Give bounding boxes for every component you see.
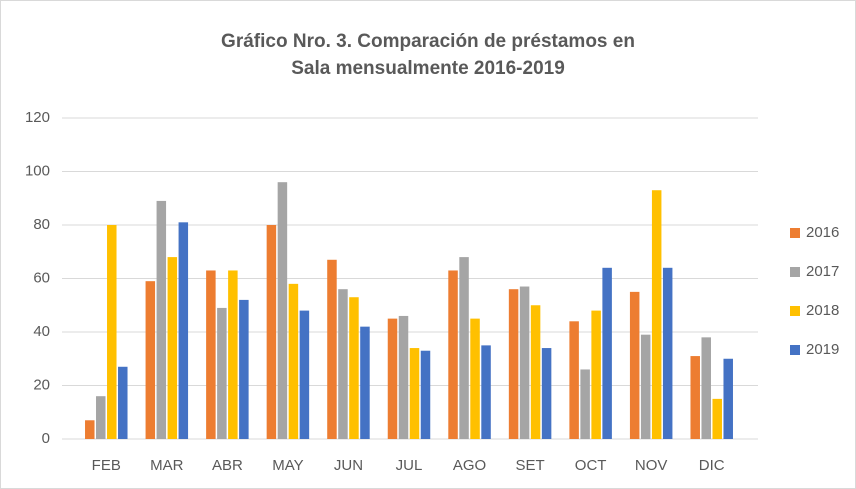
y-tick-label: 80 bbox=[33, 216, 50, 233]
bar bbox=[602, 267, 612, 439]
bar bbox=[580, 369, 590, 439]
bar bbox=[519, 286, 530, 439]
y-tick-label: 20 bbox=[33, 376, 50, 393]
legend-swatch bbox=[790, 228, 800, 238]
bar bbox=[387, 318, 398, 439]
x-tick-label: MAY bbox=[272, 457, 303, 474]
x-tick-label: AGO bbox=[453, 457, 486, 474]
x-tick-label: FEB bbox=[92, 457, 121, 474]
legend-label: 2017 bbox=[806, 263, 839, 280]
y-tick-label: 120 bbox=[25, 109, 50, 126]
x-tick-label: OCT bbox=[575, 457, 607, 474]
bar bbox=[288, 283, 299, 439]
bar bbox=[420, 350, 431, 439]
bar bbox=[96, 396, 106, 439]
bar bbox=[508, 289, 519, 439]
bar bbox=[530, 305, 541, 439]
y-tick-label: 60 bbox=[33, 269, 50, 286]
bar bbox=[662, 267, 673, 439]
chart-title: Gráfico Nro. 3. Comparación de préstamos… bbox=[221, 31, 635, 79]
bar bbox=[327, 259, 337, 439]
bar bbox=[470, 318, 480, 439]
x-tick-label: JUN bbox=[334, 457, 363, 474]
bar bbox=[178, 222, 189, 439]
x-tick-label: NOV bbox=[635, 457, 668, 474]
bar bbox=[239, 299, 249, 439]
chart-title-box: Gráfico Nro. 3. Comparación de préstamos… bbox=[128, 28, 728, 82]
legend-swatch bbox=[790, 267, 800, 277]
bar bbox=[459, 257, 469, 439]
bar bbox=[409, 348, 420, 439]
bar bbox=[349, 297, 359, 439]
bar bbox=[85, 420, 95, 439]
bar bbox=[629, 291, 640, 439]
legend-label: 2018 bbox=[806, 302, 839, 319]
bar bbox=[591, 310, 601, 439]
bar bbox=[338, 289, 348, 439]
bar bbox=[448, 270, 458, 439]
bar bbox=[712, 398, 722, 439]
bar bbox=[541, 348, 552, 439]
legend-swatch bbox=[790, 345, 800, 355]
bar bbox=[481, 345, 491, 439]
x-tick-label: SET bbox=[515, 457, 544, 474]
legend-label: 2016 bbox=[806, 224, 839, 241]
bar bbox=[690, 356, 700, 439]
bar bbox=[217, 307, 227, 439]
bar bbox=[107, 225, 117, 439]
bar bbox=[640, 334, 651, 439]
bar bbox=[360, 326, 370, 439]
bar bbox=[723, 358, 733, 439]
bar bbox=[145, 281, 156, 439]
legend-swatch bbox=[790, 306, 800, 316]
bar bbox=[277, 182, 288, 439]
bar bbox=[118, 366, 128, 439]
bar bbox=[299, 310, 310, 439]
y-tick-label: 40 bbox=[33, 323, 50, 340]
bar bbox=[266, 225, 277, 439]
x-tick-label: ABR bbox=[212, 457, 243, 474]
y-tick-label: 100 bbox=[25, 162, 50, 179]
bar bbox=[228, 270, 238, 439]
bar bbox=[569, 321, 579, 439]
legend-label: 2019 bbox=[806, 341, 839, 358]
x-tick-label: MAR bbox=[150, 457, 184, 474]
y-tick-label: 0 bbox=[42, 430, 50, 447]
bar bbox=[206, 270, 216, 439]
x-tick-label: JUL bbox=[396, 457, 423, 474]
bar bbox=[398, 315, 409, 439]
bar bbox=[167, 257, 178, 439]
bar bbox=[651, 190, 662, 439]
bar bbox=[701, 337, 711, 439]
bar bbox=[156, 200, 167, 439]
x-tick-label: DIC bbox=[699, 457, 725, 474]
